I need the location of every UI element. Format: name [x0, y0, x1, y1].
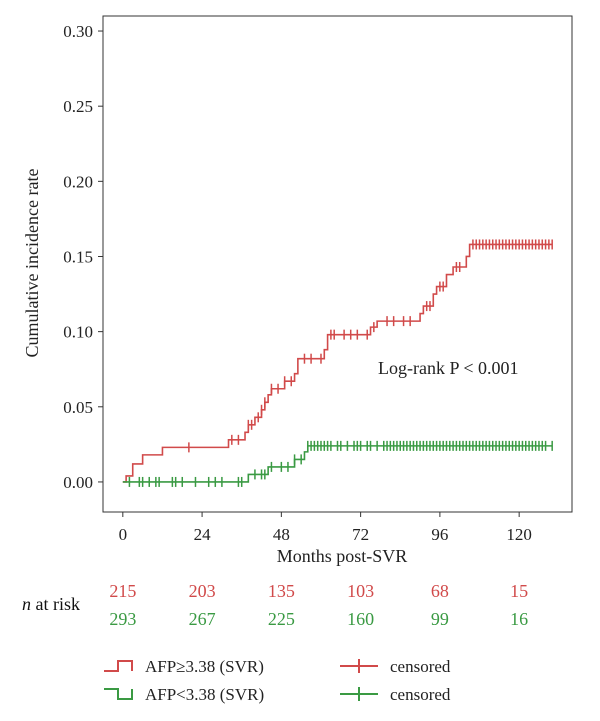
- y-tick-label: 0.20: [63, 172, 93, 191]
- plot-frame: [102, 15, 573, 513]
- x-tick-label: 120: [506, 525, 532, 544]
- x-tick-label: 24: [194, 525, 212, 544]
- legend-label: AFP<3.38 (SVR): [145, 685, 264, 704]
- plot-frame-rect: [102, 15, 573, 513]
- legend-entry: AFP≥3.38 (SVR) censored: [104, 657, 451, 676]
- risk-count: 293: [109, 609, 136, 629]
- legend: AFP≥3.38 (SVR) censored AFP<3.38 (SVR) cens…: [104, 657, 451, 704]
- risk-table-title: n at risk: [22, 594, 80, 614]
- risk-count: 267: [189, 609, 216, 629]
- risk-count: 135: [268, 581, 295, 601]
- x-tick-label: 48: [273, 525, 290, 544]
- x-axis-title: Months post-SVR: [277, 546, 408, 566]
- legend-step-symbol: [104, 688, 133, 700]
- x-tick-label: 0: [119, 525, 128, 544]
- legend-censor-label: censored: [390, 657, 451, 676]
- risk-count: 203: [189, 581, 216, 601]
- x-tick-label: 72: [352, 525, 369, 544]
- risk-count: 160: [347, 609, 374, 629]
- step-line: [122, 243, 553, 483]
- series-layer: [122, 239, 553, 487]
- risk-count: 68: [431, 581, 449, 601]
- risk-count: 215: [109, 581, 136, 601]
- series-afp-low: [122, 440, 553, 487]
- risk-table: 215 203 135 103 68 15 293 267 225 160 99 16: [109, 581, 528, 629]
- x-axis-ticks: 0 24 48 72 96 120: [119, 512, 532, 544]
- log-rank-annotation: Log-rank P < 0.001: [378, 358, 518, 378]
- y-tick-label: 0.00: [63, 473, 93, 492]
- legend-step-symbol: [104, 660, 133, 672]
- y-tick-label: 0.15: [63, 247, 93, 266]
- y-tick-label: 0.05: [63, 398, 93, 417]
- risk-count: 15: [510, 581, 528, 601]
- y-tick-label: 0.25: [63, 97, 93, 116]
- risk-count: 99: [431, 609, 449, 629]
- legend-entry: AFP<3.38 (SVR) censored: [104, 685, 451, 704]
- step-line: [122, 445, 553, 483]
- y-tick-label: 0.10: [63, 323, 93, 342]
- y-tick-label: 0.30: [63, 22, 93, 41]
- risk-count: 103: [347, 581, 374, 601]
- y-axis-title: Cumulative incidence rate: [22, 169, 42, 358]
- legend-censor-label: censored: [390, 685, 451, 704]
- risk-count: 225: [268, 609, 295, 629]
- x-tick-label: 96: [431, 525, 448, 544]
- risk-count: 16: [510, 609, 528, 629]
- y-axis-ticks: 0.00 0.05 0.10 0.15 0.20 0.25 0.30: [63, 22, 103, 492]
- legend-label: AFP≥3.38 (SVR): [145, 657, 264, 676]
- series-afp-high: [122, 239, 553, 483]
